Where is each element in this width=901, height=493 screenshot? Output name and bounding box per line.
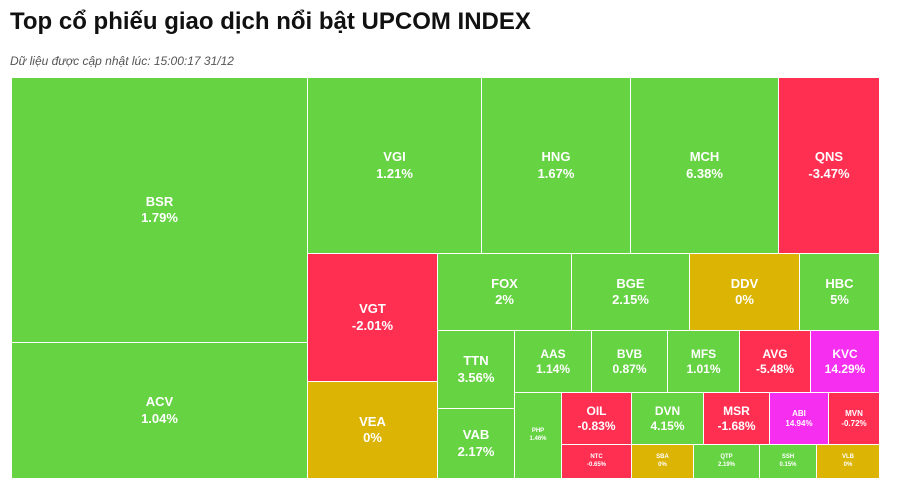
tile-change-percent: 1.04%: [141, 410, 178, 426]
tile-symbol: MFS: [690, 346, 717, 361]
tile-change-percent: -1.68%: [717, 418, 756, 433]
treemap-tile-acv[interactable]: ACV 1.04%: [12, 343, 308, 479]
tile-symbol: VAB: [462, 427, 490, 443]
tile-change-percent: 2%: [495, 292, 514, 307]
tile-symbol: BSR: [145, 193, 174, 209]
tile-symbol: NTC: [590, 454, 603, 460]
tile-symbol: DVN: [654, 403, 681, 418]
treemap-tile-vgt[interactable]: VGT -2.01%: [308, 254, 438, 382]
treemap-tile-vab[interactable]: VAB 2.17%: [438, 409, 515, 479]
treemap-tile-mfs[interactable]: MFS 1.01%: [668, 331, 740, 393]
treemap-tile-vlb[interactable]: VLB 0%: [817, 445, 880, 479]
tile-change-percent: 1.14%: [535, 361, 571, 376]
treemap-tile-bvb[interactable]: BVB 0.87%: [592, 331, 668, 393]
tile-change-percent: -5.48%: [755, 361, 795, 376]
tile-symbol: VEA: [359, 413, 386, 429]
tile-change-percent: 1.46%: [529, 435, 547, 442]
treemap-tile-bsr[interactable]: BSR 1.79%: [12, 78, 308, 343]
tile-change-percent: 1.67%: [537, 165, 575, 181]
tile-change-percent: 1.01%: [686, 361, 721, 376]
tile-change-percent: -0.72%: [841, 418, 867, 428]
treemap-tile-vgi[interactable]: VGI 1.21%: [308, 78, 482, 254]
tile-change-percent: 0%: [363, 430, 382, 445]
tile-symbol: BGE: [616, 275, 645, 291]
tile-symbol: HNG: [541, 149, 571, 165]
tile-change-percent: 2.15%: [612, 292, 649, 307]
page-title: Top cổ phiếu giao dịch nổi bật UPCOM IND…: [10, 8, 531, 35]
treemap-tile-sba[interactable]: SBA 0%: [632, 445, 694, 479]
treemap-tile-avg[interactable]: AVG -5.48%: [740, 331, 811, 393]
tile-change-percent: 0%: [843, 461, 853, 468]
treemap-tile-dvn[interactable]: DVN 4.15%: [632, 393, 704, 445]
tile-change-percent: 14.29%: [824, 361, 866, 376]
tile-symbol: VGT: [359, 301, 386, 317]
tile-symbol: AVG: [762, 346, 788, 361]
tile-symbol: SBA: [656, 454, 669, 460]
tile-symbol: DDV: [730, 275, 759, 291]
tile-symbol: KVC: [832, 346, 858, 361]
treemap-tile-oil[interactable]: OIL -0.83%: [562, 393, 632, 445]
tile-change-percent: 3.56%: [457, 369, 495, 385]
tile-symbol: VGI: [383, 149, 406, 165]
treemap-tile-kvc[interactable]: KVC 14.29%: [811, 331, 880, 393]
tile-symbol: VLB: [842, 454, 854, 460]
treemap-tile-ntc[interactable]: NTC -0.65%: [562, 445, 632, 479]
tile-change-percent: -0.65%: [586, 461, 606, 468]
tile-change-percent: -2.01%: [351, 317, 394, 333]
treemap-tile-fox[interactable]: FOX 2%: [438, 254, 572, 331]
tile-symbol: MCH: [689, 149, 720, 165]
tile-change-percent: 5%: [830, 292, 849, 307]
treemap-tile-abi[interactable]: ABI 14.94%: [770, 393, 829, 445]
tile-symbol: QNS: [814, 149, 844, 165]
tile-symbol: SSH: [781, 454, 795, 460]
treemap-tile-qtp[interactable]: QTP 2.19%: [694, 445, 760, 479]
tile-symbol: QTP: [720, 454, 733, 460]
tile-symbol: AAS: [540, 346, 566, 361]
treemap-tile-ddv[interactable]: DDV 0%: [690, 254, 800, 331]
tile-symbol: BVB: [616, 346, 643, 361]
treemap-tile-msr[interactable]: MSR -1.68%: [704, 393, 770, 445]
treemap-tile-php[interactable]: PHP 1.46%: [515, 393, 562, 479]
treemap-tile-hng[interactable]: HNG 1.67%: [482, 78, 631, 254]
tile-change-percent: 0.15%: [779, 461, 797, 468]
tile-change-percent: 14.94%: [785, 418, 813, 428]
tile-change-percent: 6.38%: [686, 165, 723, 181]
treemap-tile-ssh[interactable]: SSH 0.15%: [760, 445, 817, 479]
tile-change-percent: 2.19%: [717, 461, 735, 468]
tile-symbol: MVN: [845, 408, 863, 418]
treemap-tile-hbc[interactable]: HBC 5%: [800, 254, 880, 331]
tile-change-percent: -3.47%: [808, 165, 850, 181]
tile-change-percent: 0%: [735, 292, 754, 307]
tile-symbol: FOX: [491, 275, 518, 291]
tile-symbol: HBC: [825, 275, 854, 291]
treemap-tile-ttn[interactable]: TTN 3.56%: [438, 331, 515, 409]
treemap-tile-aas[interactable]: AAS 1.14%: [515, 331, 592, 393]
tile-change-percent: 4.15%: [650, 418, 685, 433]
tile-symbol: ACV: [145, 394, 174, 410]
tile-symbol: OIL: [586, 403, 607, 418]
treemap-tile-mch[interactable]: MCH 6.38%: [631, 78, 779, 254]
tile-change-percent: 2.17%: [457, 443, 495, 459]
tile-change-percent: -0.83%: [577, 418, 616, 433]
treemap-tile-qns[interactable]: QNS -3.47%: [779, 78, 880, 254]
tile-symbol: PHP: [531, 428, 545, 434]
tile-symbol: ABI: [792, 408, 806, 418]
treemap-tile-vea[interactable]: VEA 0%: [308, 382, 438, 479]
tile-change-percent: 0.87%: [612, 361, 647, 376]
tile-change-percent: 0%: [658, 461, 667, 468]
update-timestamp: Dữ liệu được cập nhật lúc: 15:00:17 31/1…: [10, 54, 234, 68]
tile-change-percent: 1.21%: [376, 165, 413, 181]
tile-symbol: TTN: [463, 353, 489, 369]
tile-symbol: MSR: [723, 403, 750, 418]
tile-change-percent: 1.79%: [141, 210, 178, 225]
treemap-tile-mvn[interactable]: MVN -0.72%: [829, 393, 880, 445]
treemap-tile-bge[interactable]: BGE 2.15%: [572, 254, 690, 331]
